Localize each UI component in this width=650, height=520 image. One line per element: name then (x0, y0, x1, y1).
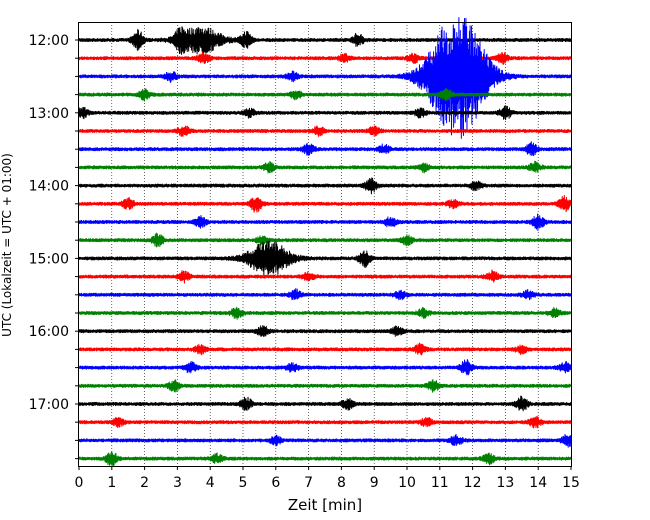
x-tick-label: 8 (337, 475, 346, 491)
trace-line (78, 269, 572, 284)
trace-line (78, 306, 572, 320)
x-tick-label: 12 (464, 475, 482, 491)
plot-frame (78, 22, 572, 467)
y-tick-label: 15:00 (29, 251, 69, 267)
trace-line (78, 379, 572, 393)
y-axis-title: UTC (Lokalzeit = UTC + 01:00) (0, 153, 14, 337)
trace-line (78, 194, 572, 213)
x-tick-label: 5 (239, 475, 248, 491)
y-tick-label: 17:00 (29, 397, 69, 413)
x-tick-label: 1 (107, 475, 116, 491)
trace-group (78, 17, 572, 468)
trace-line (78, 105, 572, 121)
trace-line (78, 177, 572, 195)
trace-line (78, 358, 572, 376)
x-tick-label: 4 (206, 475, 215, 491)
trace-line (78, 88, 572, 102)
x-tick-label: 14 (529, 475, 547, 491)
y-tick-label: 14:00 (29, 179, 69, 195)
x-axis: 0 1 2 3 4 5 6 7 8 9 10 11 12 13 14 15 (75, 466, 580, 491)
x-axis-title: Zeit [min] (288, 496, 362, 514)
trace-line (78, 450, 572, 468)
trace-line (78, 240, 572, 277)
trace-line (78, 395, 572, 412)
trace-line (78, 288, 572, 301)
trace-line (78, 415, 572, 429)
x-tick-label: 9 (370, 475, 379, 491)
trace-line (78, 160, 572, 174)
x-tick-label: 3 (173, 475, 182, 491)
y-axis: 12:00 13:00 14:00 15:00 16:00 17:00 (29, 33, 79, 460)
x-tick-label: 15 (562, 475, 580, 491)
x-tick-label: 10 (398, 475, 416, 491)
y-tick-label: 13:00 (29, 106, 69, 122)
x-tick-label: 11 (431, 475, 449, 491)
trace-line (78, 433, 572, 448)
x-tick-label: 0 (75, 475, 84, 491)
trace-line (78, 26, 572, 55)
y-tick-label: 16:00 (29, 324, 69, 340)
trace-line (78, 342, 572, 356)
trace-line (78, 17, 572, 139)
trace-line (78, 51, 572, 65)
x-tick-label: 6 (271, 475, 280, 491)
y-tick-label: 12:00 (29, 33, 69, 49)
trace-line (78, 141, 572, 157)
x-tick-label: 2 (140, 475, 149, 491)
trace-line (78, 232, 572, 248)
trace-line (78, 125, 572, 137)
x-tick-label: 13 (496, 475, 514, 491)
x-tick-label: 7 (304, 475, 313, 491)
trace-line (78, 213, 572, 231)
trace-line (78, 325, 572, 338)
